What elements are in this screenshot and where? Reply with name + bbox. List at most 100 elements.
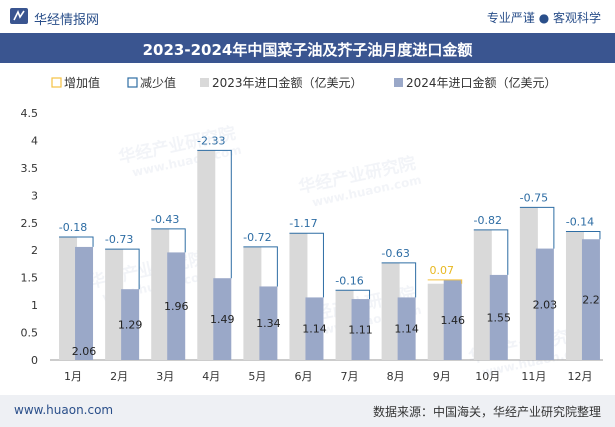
bar-2023 [427, 283, 446, 360]
y-tick-label: 4.5 [21, 107, 39, 120]
x-tick-label: 1月 [64, 370, 82, 383]
increase-bracket [427, 279, 463, 284]
change-label: -2.33 [197, 134, 225, 147]
x-tick-label: 3月 [156, 370, 174, 383]
decrease-bracket [565, 231, 601, 240]
value-label-2024: 1.55 [487, 311, 512, 324]
bar-2024 [535, 248, 554, 360]
legend-swatch-s23 [200, 78, 209, 87]
legend-label: 2023年进口金额（亿美元） [212, 75, 363, 90]
footer-source: 数据来源：中国海关，华经产业研究院整理 [372, 405, 601, 419]
bar-2024 [581, 239, 600, 360]
bar-2024 [397, 297, 416, 360]
bar-2023 [381, 262, 400, 360]
y-tick-label: 3.5 [21, 162, 39, 175]
legend-label: 增加值 [64, 75, 100, 90]
y-tick-label: 1.5 [21, 272, 39, 285]
footer-website[interactable]: www.huaon.com [14, 403, 114, 417]
y-tick-label: 2 [31, 244, 38, 257]
change-label: -0.75 [520, 191, 548, 204]
bar-2024 [167, 252, 186, 360]
bar-2024 [213, 278, 232, 360]
brand-name: 华经情报网 [34, 13, 100, 28]
decrease-bracket [473, 229, 509, 275]
value-label-2024: 1.46 [440, 314, 465, 327]
x-tick-label: 11月 [521, 370, 546, 383]
bar-2023 [335, 290, 354, 360]
decrease-bracket [59, 236, 94, 247]
bar-2023 [59, 237, 78, 360]
x-tick-label: 6月 [294, 370, 312, 383]
legend-label: 减少值 [140, 75, 176, 90]
x-tick-label: 10月 [475, 370, 500, 383]
bar-2023 [565, 231, 584, 360]
y-tick-label: 3 [31, 189, 38, 202]
x-tick-label: 7月 [341, 370, 359, 383]
change-label: -0.14 [566, 216, 594, 229]
legend-swatch-decrease [127, 77, 138, 88]
x-tick-label: 5月 [248, 370, 266, 383]
chart-title: 2023-2024年中国菜子油及芥子油月度进口金额 [142, 41, 473, 59]
y-tick-label: 4 [31, 134, 38, 147]
y-tick-label: 0.5 [21, 327, 39, 340]
y-tick-label: 1 [31, 299, 38, 312]
value-label-2024: 1.14 [302, 323, 327, 336]
bar-2024 [351, 299, 370, 360]
change-label: -0.82 [474, 214, 502, 227]
bar-2023 [197, 150, 216, 360]
value-label-2024: 2.2 [582, 294, 600, 307]
bar-2024 [489, 274, 508, 360]
value-label-2024: 1.29 [118, 319, 143, 332]
decrease-bracket [243, 246, 278, 287]
slogan: 专业严谨 ● 客观科学 [486, 11, 601, 25]
decrease-bracket [105, 248, 140, 290]
bar-2023 [519, 207, 538, 360]
value-label-2024: 1.14 [394, 323, 419, 336]
x-tick-label: 4月 [202, 370, 220, 383]
change-label: -0.72 [243, 231, 271, 244]
bar-2024 [305, 297, 324, 360]
change-label: -0.63 [381, 247, 409, 260]
legend-swatch-increase [51, 77, 62, 88]
x-tick-label: 8月 [387, 370, 405, 383]
decrease-bracket [381, 262, 417, 298]
y-tick-label: 2.5 [21, 217, 39, 230]
value-label-2024: 1.49 [210, 313, 235, 326]
x-tick-label: 12月 [567, 370, 592, 383]
legend-swatch-s24 [394, 78, 403, 87]
brand-logo-icon [10, 8, 28, 24]
y-tick-label: 0 [31, 354, 38, 367]
bar-2023 [243, 246, 262, 360]
value-label-2024: 1.34 [256, 317, 281, 330]
change-label: -0.16 [335, 274, 363, 287]
legend-label: 2024年进口金额（亿美元） [406, 75, 557, 90]
value-label-2024: 2.06 [72, 345, 97, 358]
bar-2024 [75, 246, 94, 360]
value-label-2024: 1.11 [348, 324, 373, 337]
value-label-2024: 1.96 [164, 300, 189, 313]
decrease-bracket [335, 289, 371, 300]
decrease-bracket [289, 232, 324, 298]
change-label: 0.07 [429, 264, 454, 277]
x-tick-label: 9月 [433, 370, 451, 383]
change-label: -0.73 [105, 233, 133, 246]
title-bar: 2023-2024年中国菜子油及芥子油月度进口金额 [0, 33, 615, 63]
decrease-bracket [519, 206, 555, 249]
top-bar: 华经情报网 专业严谨 ● 客观科学 [0, 0, 615, 33]
bar-2023 [473, 229, 492, 360]
bar-2024 [121, 289, 140, 360]
bar-2023 [289, 233, 308, 360]
x-tick-label: 2月 [110, 370, 128, 383]
value-label-2024: 2.03 [533, 298, 558, 311]
footer: www.huaon.com 数据来源：中国海关，华经产业研究院整理 [0, 395, 615, 427]
decrease-bracket [197, 149, 232, 279]
bar-2024 [259, 286, 278, 360]
bar-2024 [443, 279, 462, 360]
bar-2023 [151, 228, 170, 360]
change-label: -0.43 [151, 213, 179, 226]
decrease-bracket [151, 228, 186, 253]
change-label: -0.18 [59, 221, 87, 234]
bar-2023 [105, 249, 124, 360]
change-label: -1.17 [289, 217, 317, 230]
